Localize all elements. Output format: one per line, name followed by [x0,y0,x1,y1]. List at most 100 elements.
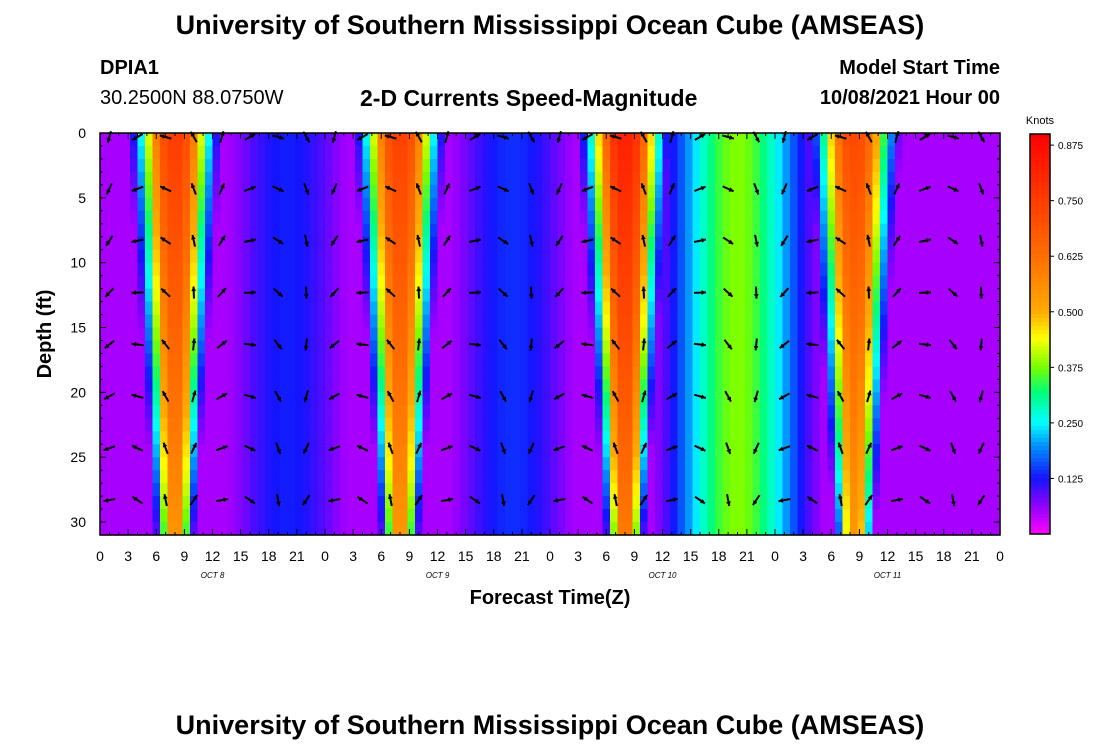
heatmap-cell [602,133,611,147]
heatmap-cell [467,405,476,419]
current-arrow-head [866,234,871,240]
heatmap-cell [850,444,859,458]
heatmap-cell [947,314,956,329]
heatmap-cell [850,171,859,186]
heatmap-cell [925,275,934,290]
heatmap-cell [782,301,791,316]
heatmap-cell [587,171,596,186]
heatmap-cell [797,223,806,238]
heatmap-cell [467,262,476,277]
current-arrow-head [278,239,284,244]
heatmap-cell [400,483,409,497]
heatmap-cell [647,275,656,290]
heatmap-cell [610,418,619,432]
current-arrow [218,182,226,195]
heatmap-cell [932,210,941,225]
current-arrow-head [581,341,587,347]
heatmap-cell [827,184,836,199]
heatmap-cell [520,145,529,160]
heatmap-cell [242,496,251,510]
heatmap-cell [340,444,349,458]
heatmap-cell [355,171,364,186]
heatmap-cell [362,366,371,380]
current-arrow [780,235,789,247]
heatmap-cell [880,314,889,329]
heatmap-cell [445,314,454,329]
heatmap-cell [947,184,956,199]
heatmap-cell [520,431,529,445]
current-arrows [103,130,986,507]
heatmap-cell [707,249,716,264]
heatmap-cell [970,509,979,523]
colorbar-segment [1030,458,1050,463]
heatmap-cell [887,301,896,316]
heatmap-cell [925,405,934,419]
heatmap-cell [767,405,776,419]
heatmap-cell [317,522,326,536]
heatmap-cell [287,522,296,536]
heatmap-cell [340,288,349,303]
heatmap-cell [197,158,206,173]
heatmap-cell [100,431,109,445]
heatmap-cell [325,275,334,290]
heatmap-cell [137,431,146,445]
heatmap-cell [625,496,634,510]
heatmap-cell [452,223,461,238]
heatmap-cell [842,197,851,212]
heatmap-cell [100,366,109,380]
heatmap-cell [527,418,536,432]
heatmap-cell [280,314,289,329]
heatmap-cell [677,133,686,147]
heatmap-cell [902,314,911,329]
heatmap-cell [452,158,461,173]
heatmap-cell [992,418,1001,432]
heatmap-cell [730,327,739,342]
heatmap-cell [512,301,521,316]
heatmap-cell [145,366,154,380]
heatmap-cell [152,483,161,497]
heatmap-cell [857,145,866,160]
heatmap-cell [692,314,701,329]
heatmap-cell [235,418,244,432]
heatmap-cell [932,249,941,264]
heatmap-cell [812,470,821,484]
heatmap-cell [640,145,649,160]
heatmap-cell [190,158,199,173]
heatmap-cell [662,210,671,225]
heatmap-cell [707,366,716,380]
current-arrow-head [582,135,588,140]
heatmap-cell [865,522,874,536]
heatmap-cell [422,288,431,303]
current-arrow [694,444,706,452]
heatmap-cell [287,197,296,212]
heatmap-cell [535,353,544,368]
heatmap-cell [437,210,446,225]
heatmap-cell [415,223,424,238]
heatmap-cell [460,418,469,432]
heatmap-cell [940,210,949,225]
heatmap-cell [287,171,296,186]
heatmap-cell [460,444,469,458]
heatmap-cell [392,353,401,368]
heatmap-cell [992,327,1001,342]
heatmap-cell [887,314,896,329]
heatmap-cell [962,470,971,484]
heatmap-cell [700,223,709,238]
heatmap-cell [535,509,544,523]
heatmap-cell [782,470,791,484]
current-arrow [866,390,872,403]
heatmap-cell [692,275,701,290]
heatmap-cell [347,379,356,393]
heatmap-cell [632,249,641,264]
current-arrow [612,442,619,455]
heatmap-cell [655,301,664,316]
heatmap-cell [265,509,274,523]
heatmap-cell [317,470,326,484]
current-arrow [303,286,309,299]
heatmap-cell [730,483,739,497]
heatmap-cell [287,262,296,277]
heatmap-cell [737,249,746,264]
heatmap-cell [865,210,874,225]
heatmap-cell [467,223,476,238]
heatmap-cell [797,236,806,251]
